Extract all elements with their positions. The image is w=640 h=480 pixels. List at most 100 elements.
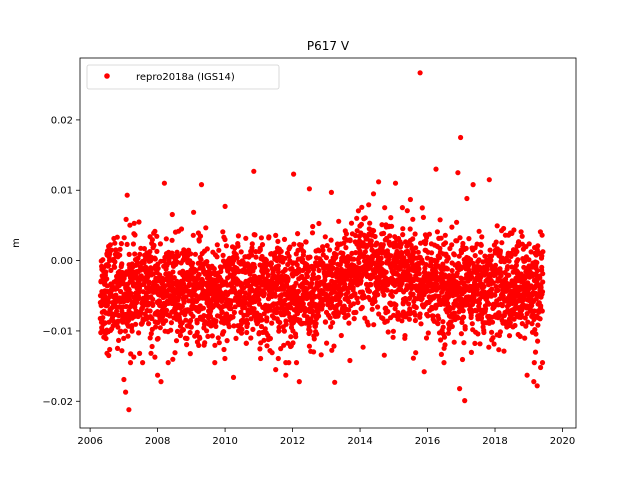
data-point (535, 243, 541, 249)
data-point (379, 260, 385, 266)
data-point (316, 313, 322, 319)
data-point (369, 306, 375, 312)
data-point (392, 282, 398, 288)
data-point (525, 319, 531, 325)
data-point (328, 299, 335, 305)
data-point (371, 228, 377, 234)
data-point (112, 259, 118, 265)
data-point (341, 240, 347, 246)
data-point (119, 308, 125, 314)
data-point (204, 259, 210, 265)
data-point (334, 266, 340, 272)
data-point (382, 205, 388, 211)
data-point (177, 332, 183, 339)
data-point (179, 303, 185, 309)
data-point (400, 232, 406, 238)
data-point (532, 349, 539, 355)
data-point (107, 251, 113, 257)
data-point (213, 323, 219, 329)
data-point (234, 255, 240, 261)
data-point (438, 337, 444, 343)
data-point (499, 255, 505, 261)
data-point (478, 249, 484, 255)
legend-label: repro2018a (IGS14) (136, 72, 235, 83)
data-point (405, 263, 411, 269)
data-point (196, 271, 202, 278)
data-point (196, 342, 202, 348)
data-point (258, 355, 264, 362)
data-point (190, 232, 196, 238)
data-point (196, 238, 202, 244)
data-point (281, 342, 287, 348)
data-point (304, 273, 310, 280)
data-point (423, 335, 430, 341)
data-point (522, 335, 528, 341)
data-point (307, 328, 313, 334)
data-point (410, 291, 416, 297)
data-point (112, 264, 118, 270)
data-point (282, 255, 288, 261)
data-point (294, 262, 300, 268)
data-point (169, 211, 175, 218)
data-point (132, 251, 138, 257)
data-point (187, 351, 193, 357)
data-point (172, 350, 178, 356)
data-point (362, 315, 368, 321)
data-point (351, 316, 357, 322)
data-point (278, 248, 284, 254)
data-point (436, 316, 442, 322)
data-point (198, 182, 205, 188)
data-point (476, 228, 482, 234)
data-point (457, 235, 463, 241)
data-point (174, 328, 181, 334)
data-point (466, 236, 472, 242)
data-point (461, 340, 467, 346)
data-point (243, 340, 249, 346)
data-point (434, 229, 440, 235)
data-point (472, 253, 478, 259)
data-point (392, 180, 399, 186)
data-point (148, 331, 154, 337)
data-point (188, 317, 194, 324)
data-point (413, 245, 419, 251)
data-point (384, 318, 390, 324)
data-point (320, 302, 326, 308)
data-point (157, 325, 163, 331)
data-point (276, 328, 282, 334)
x-tick-label: 2006 (77, 436, 102, 447)
data-point (249, 241, 255, 247)
data-point (148, 350, 154, 356)
data-point (194, 329, 200, 335)
data-point (265, 272, 271, 278)
data-point (336, 218, 342, 224)
data-point (458, 331, 464, 337)
data-point (402, 333, 408, 339)
data-point (309, 280, 315, 286)
data-point (438, 351, 444, 357)
data-point (310, 271, 316, 277)
data-point (476, 257, 482, 263)
data-point (257, 346, 263, 352)
data-point (347, 238, 353, 244)
data-point (486, 177, 492, 183)
data-point (406, 301, 412, 307)
data-point (355, 208, 361, 214)
data-point (154, 248, 160, 254)
data-point (316, 220, 322, 227)
data-point (113, 247, 119, 253)
data-point (322, 319, 329, 325)
data-point (358, 278, 364, 284)
data-point (181, 299, 187, 305)
data-point (235, 243, 241, 249)
data-point (231, 309, 237, 316)
data-point (378, 255, 384, 261)
data-point (356, 260, 362, 266)
data-point (522, 258, 528, 264)
data-point (343, 231, 349, 237)
data-point (478, 242, 484, 248)
data-point (197, 233, 204, 239)
data-point (481, 329, 487, 336)
data-point (521, 264, 527, 270)
data-point (493, 239, 499, 245)
data-point (419, 205, 425, 211)
